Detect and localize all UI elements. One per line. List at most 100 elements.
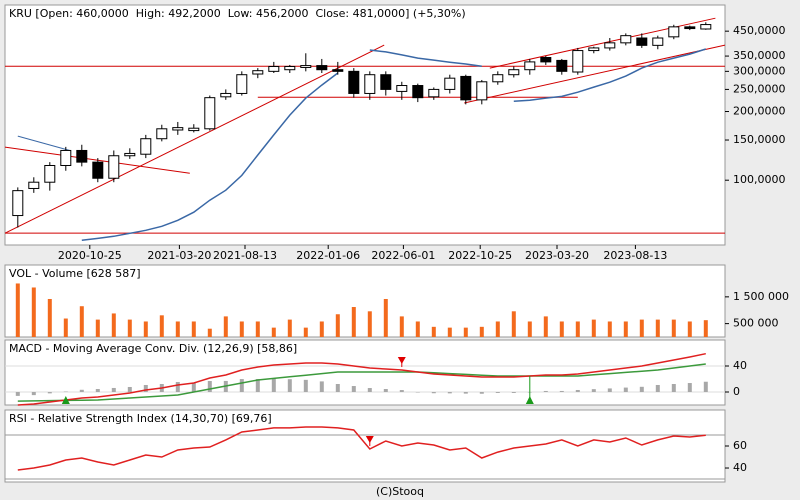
histogram-bar: [623, 387, 628, 392]
y-tick-label: 200,0000: [733, 105, 786, 118]
histogram-bar: [111, 387, 116, 392]
volume-bar: [463, 327, 468, 337]
series-line: [17, 426, 706, 471]
candle-body: [476, 81, 488, 101]
candle-body: [92, 161, 104, 179]
volume-bar: [255, 321, 260, 337]
candle-body: [604, 42, 616, 49]
y-tick-label: 500 000: [733, 317, 779, 330]
candle-body: [60, 149, 72, 166]
candle-body: [284, 66, 296, 71]
histogram-bar: [687, 383, 692, 392]
histogram-bar: [303, 379, 308, 392]
candle-body: [380, 74, 392, 90]
candle-body: [44, 164, 56, 183]
panel-title: VOL - Volume [628 587]: [9, 267, 141, 280]
histogram-bar: [383, 389, 388, 392]
volume-bar: [127, 319, 132, 337]
y-tick-label: 250,0000: [733, 82, 786, 95]
histogram-bar: [639, 386, 644, 392]
volume-bar: [639, 319, 644, 337]
volume-bar: [447, 327, 452, 337]
volume-bar: [559, 321, 564, 337]
histogram-bar: [271, 378, 276, 392]
histogram-bar: [63, 391, 68, 393]
candle-body: [204, 97, 216, 130]
volume-bar: [79, 306, 84, 337]
candle-body: [300, 65, 312, 68]
sell-marker: [397, 357, 406, 365]
candle-body: [684, 26, 696, 30]
histogram-bar: [335, 384, 340, 392]
candle-body: [556, 59, 568, 72]
histogram-bar: [463, 392, 468, 394]
volume-bar: [335, 314, 340, 337]
y-tick-label: 350,0000: [733, 49, 786, 62]
candle-body: [668, 26, 680, 38]
candle-body: [428, 88, 440, 98]
volume-bar: [399, 316, 404, 337]
buy-marker: [525, 396, 534, 404]
volume-bar: [495, 321, 500, 337]
volume-bar: [143, 321, 148, 337]
volume-bar: [239, 321, 244, 337]
volume-bar: [303, 327, 308, 337]
y-tick-label: 1 500 000: [733, 290, 789, 303]
x-tick-label: 2020-10-25: [58, 249, 122, 262]
candle-body: [348, 70, 360, 94]
sell-marker: [365, 435, 374, 443]
volume-bar: [47, 298, 52, 337]
candle-body: [588, 47, 600, 52]
candle-body: [28, 181, 40, 189]
x-tick-label: 2023-08-13: [603, 249, 667, 262]
candle-body: [412, 85, 424, 99]
histogram-bar: [591, 389, 596, 392]
volume-bar: [367, 311, 372, 337]
title-bg: [6, 341, 322, 355]
histogram-bar: [655, 384, 660, 392]
candle-body: [156, 128, 168, 140]
candle-body: [140, 138, 152, 155]
candle-body: [268, 66, 280, 72]
histogram-bar: [143, 384, 148, 392]
volume-bar: [351, 307, 356, 337]
histogram-bar: [703, 381, 708, 392]
volume-bar: [15, 283, 20, 337]
volume-bar: [655, 319, 660, 337]
volume-bar: [319, 321, 324, 337]
panel-title: RSI - Relative Strength Index (14,30,70)…: [9, 412, 272, 425]
candle-body: [332, 69, 344, 72]
candle-body: [220, 92, 232, 98]
volume-bar: [271, 327, 276, 337]
volume-bar: [223, 316, 228, 337]
candle-body: [620, 35, 632, 44]
candle-body: [492, 74, 504, 83]
histogram-bar: [175, 381, 180, 392]
volume-bar: [575, 321, 580, 337]
panel: [4, 4, 726, 246]
volume-bar: [175, 321, 180, 337]
panel-title: KRU [Open: 460,0000 High: 492,2000 Low: …: [9, 7, 466, 20]
candle-body: [172, 127, 184, 131]
trend-line: [4, 44, 385, 234]
y-tick-label: 100,0000: [733, 173, 786, 186]
histogram-bar: [671, 384, 676, 392]
trend-line: [464, 44, 726, 104]
x-tick-label: 2022-01-06: [296, 249, 360, 262]
histogram-bar: [31, 392, 36, 396]
histogram-bar: [415, 392, 420, 393]
volume-bar: [703, 320, 708, 337]
volume-bar: [159, 315, 164, 337]
y-tick-label: 60: [733, 439, 747, 452]
volume-bar: [687, 321, 692, 337]
y-tick-label: 450,0000: [733, 24, 786, 37]
histogram-bar: [287, 379, 292, 392]
candle-body: [652, 37, 664, 46]
volume-bar: [287, 319, 292, 337]
candle-body: [444, 77, 456, 90]
histogram-bar: [239, 379, 244, 392]
volume-bar: [191, 321, 196, 337]
histogram-bar: [367, 388, 372, 392]
histogram-bar: [607, 388, 612, 392]
